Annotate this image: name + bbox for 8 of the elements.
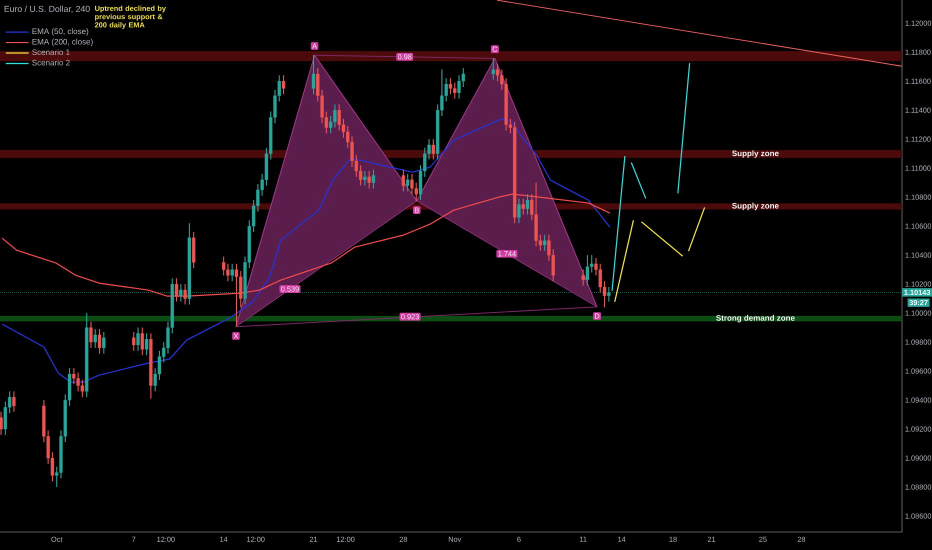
band-label: Supply zone <box>732 150 779 158</box>
legend-label: Scenario 2 <box>32 60 70 66</box>
legend-label: Scenario 1 <box>32 49 70 56</box>
legend-label: EMA (200, close) <box>32 38 93 46</box>
band-label: Strong demand zone <box>716 314 795 322</box>
legend-label: EMA (50, close) <box>32 28 88 36</box>
band-label: Supply zone <box>732 202 779 210</box>
text: Euro / U.S. Dollar, 240 <box>4 6 90 13</box>
